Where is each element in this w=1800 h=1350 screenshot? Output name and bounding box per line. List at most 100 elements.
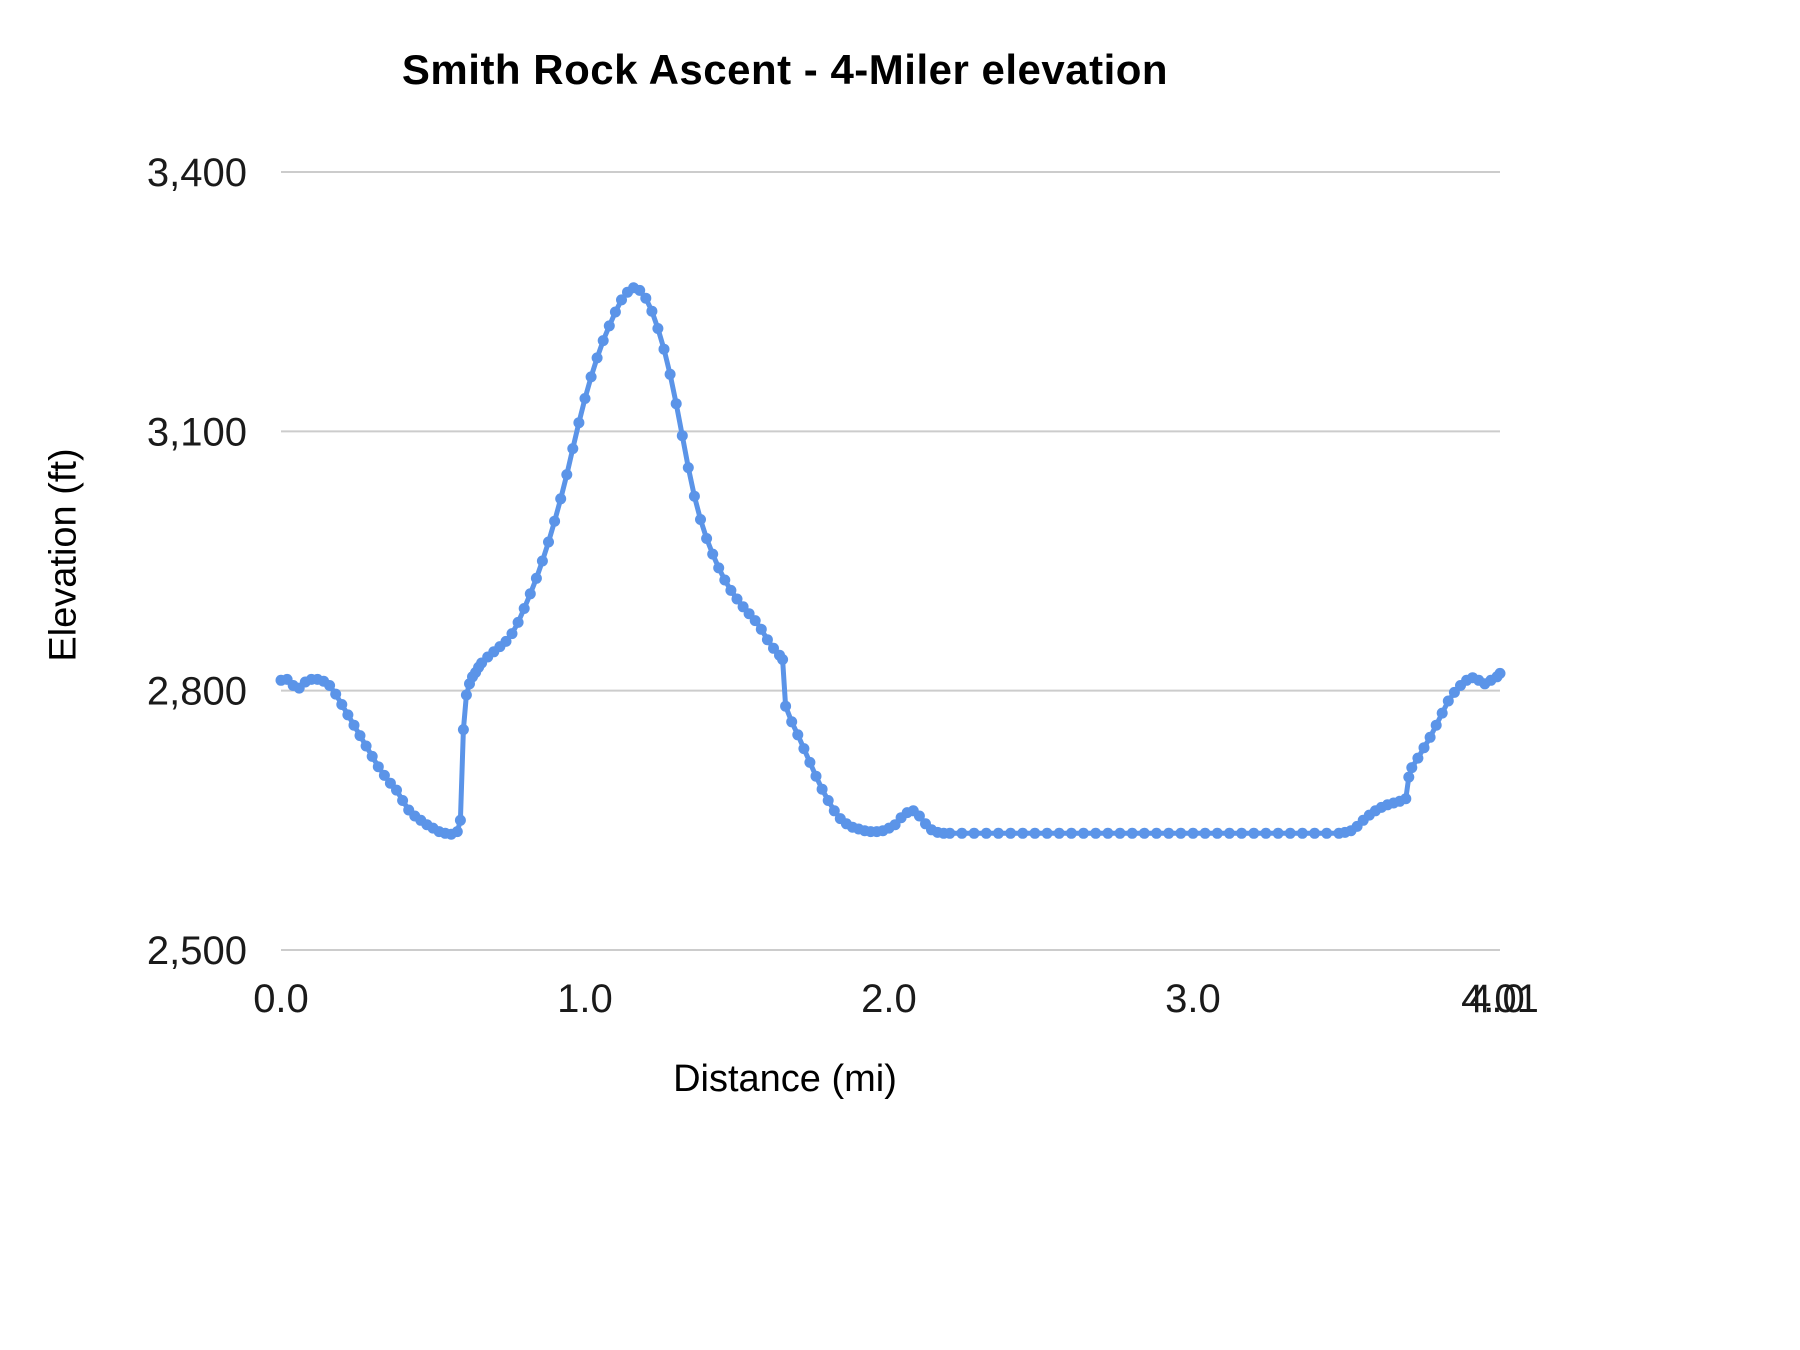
data-point [640, 292, 652, 304]
data-point [1187, 827, 1199, 839]
data-point [1309, 827, 1321, 839]
x-axis-title: Distance (mi) [673, 1058, 897, 1100]
data-point [780, 700, 792, 712]
y-tick-label: 2,500 [147, 929, 247, 973]
data-point [585, 371, 597, 383]
data-point [1065, 827, 1077, 839]
data-point [688, 490, 700, 502]
data-point [591, 352, 603, 364]
data-point [1041, 827, 1053, 839]
data-point [1163, 827, 1175, 839]
data-point [1151, 827, 1162, 839]
data-point [1272, 827, 1284, 839]
data-point [652, 323, 664, 334]
data-point [664, 368, 676, 380]
data-point [798, 743, 810, 755]
data-point [713, 562, 725, 574]
data-point [342, 709, 354, 721]
data-point [1418, 742, 1430, 754]
data-point [786, 716, 798, 728]
data-point [761, 634, 773, 646]
data-point [1296, 827, 1308, 839]
data-point [354, 730, 366, 742]
data-point [603, 320, 615, 332]
data-point [980, 827, 992, 839]
data-point [530, 572, 542, 584]
data-point [725, 584, 737, 596]
data-point [506, 628, 518, 640]
data-point [1494, 667, 1506, 679]
data-point [1090, 827, 1102, 839]
data-point [500, 635, 512, 647]
data-point [1400, 793, 1412, 805]
data-point [816, 783, 828, 795]
data-point [1102, 827, 1114, 839]
data-point [1248, 827, 1260, 839]
data-point [348, 719, 360, 731]
data-point [804, 756, 816, 768]
data-point [579, 393, 591, 404]
data-point [524, 588, 536, 600]
data-point [1236, 827, 1248, 839]
data-point [397, 795, 409, 806]
data-point [460, 689, 472, 701]
data-point [670, 398, 682, 410]
data-point [1406, 762, 1418, 774]
data-point [336, 699, 348, 710]
data-point [646, 305, 658, 317]
data-point [1053, 827, 1065, 839]
data-point [1436, 707, 1448, 719]
data-point [755, 623, 767, 635]
data-point [1442, 695, 1454, 707]
data-point [1126, 827, 1138, 839]
data-point [512, 616, 524, 628]
x-tick-label: 4.01 [1461, 977, 1539, 1021]
data-point [956, 827, 968, 839]
data-point [1211, 827, 1223, 839]
data-point [634, 284, 646, 296]
data-point [561, 469, 573, 481]
data-point [454, 814, 466, 826]
data-point [1223, 827, 1235, 839]
data-point [518, 603, 530, 614]
data-point [828, 805, 840, 817]
data-point [1017, 827, 1029, 839]
x-tick-label: 4.0 [1469, 977, 1525, 1021]
data-point [1175, 827, 1187, 839]
y-tick-label: 2,800 [147, 670, 247, 714]
data-point [372, 761, 384, 773]
data-point [792, 729, 804, 741]
data-point [573, 417, 585, 429]
data-point [597, 335, 609, 347]
data-point [378, 769, 390, 781]
data-point [731, 593, 743, 605]
data-point [1138, 827, 1150, 839]
data-point [707, 548, 719, 560]
data-point [749, 615, 761, 627]
x-tick-label: 0.0 [253, 977, 309, 1021]
data-point [457, 724, 469, 736]
data-point [719, 574, 731, 586]
data-point [567, 443, 579, 455]
data-point [701, 533, 713, 544]
data-point [695, 514, 706, 525]
y-axis-title: Elevation (ft) [42, 448, 85, 662]
elevation-series-line [278, 285, 1503, 837]
data-point [1403, 771, 1415, 783]
data-point [451, 826, 463, 838]
data-point [324, 680, 336, 691]
data-point [1260, 827, 1272, 839]
data-point [1005, 827, 1017, 839]
data-point [555, 493, 567, 505]
data-point [330, 688, 342, 700]
data-point [968, 827, 980, 839]
data-point [676, 430, 688, 442]
data-point [1430, 719, 1442, 731]
data-point [682, 462, 694, 474]
data-point [1424, 731, 1436, 743]
data-point [658, 343, 670, 355]
data-point [777, 654, 789, 665]
data-point [391, 784, 402, 796]
